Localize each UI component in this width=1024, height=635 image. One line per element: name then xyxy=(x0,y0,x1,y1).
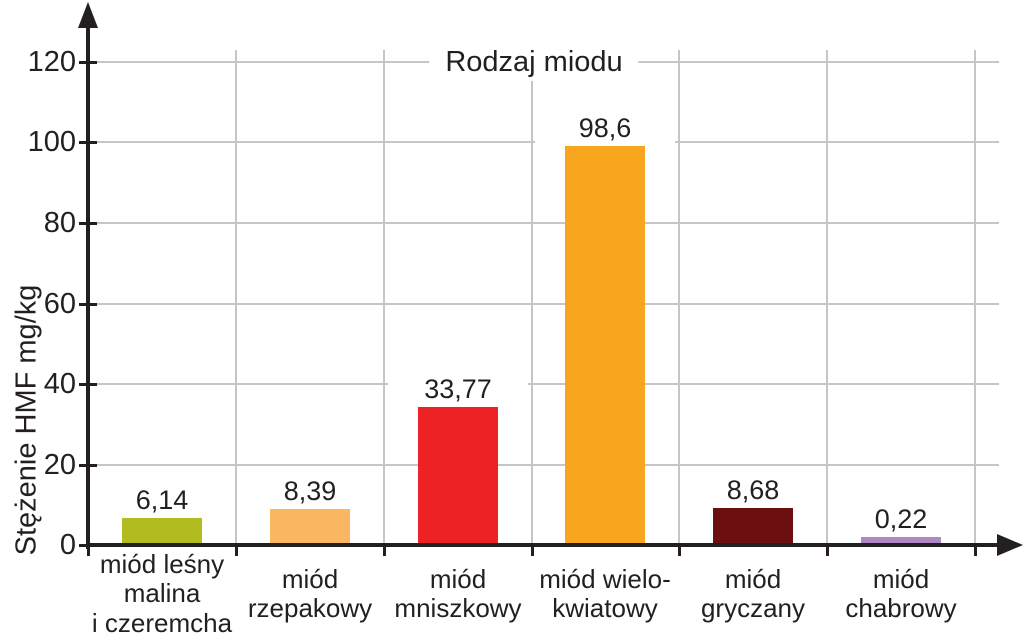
x-axis-tick xyxy=(531,543,534,556)
bar-value-label: 8,39 xyxy=(240,475,380,507)
vertical-gridline xyxy=(383,50,385,545)
bar-value-label: 8,68 xyxy=(683,474,823,506)
y-tick-label: 60 xyxy=(43,288,76,320)
x-axis-tick xyxy=(235,543,238,556)
x-axis-line xyxy=(86,543,1000,547)
y-tick-label: 100 xyxy=(27,126,76,158)
horizontal-gridline xyxy=(88,464,999,466)
y-tick-label: 20 xyxy=(43,449,76,481)
y-tick-label: 0 xyxy=(59,529,76,561)
x-axis-tick xyxy=(383,543,386,556)
horizontal-gridline xyxy=(88,303,999,305)
category-label: miód gryczany xyxy=(700,563,806,623)
y-axis-label: Stężenie HMF mg/kg xyxy=(10,284,43,556)
horizontal-gridline xyxy=(88,222,999,224)
vertical-gridline xyxy=(235,50,237,545)
x-axis-arrowhead xyxy=(997,534,1023,556)
vertical-gridline xyxy=(974,50,976,545)
y-tick-label: 120 xyxy=(27,46,76,78)
bar-value-label: 0,22 xyxy=(831,503,971,535)
y-tick-label: 80 xyxy=(43,207,76,239)
y-axis-line xyxy=(86,24,90,549)
x-axis-tick xyxy=(974,543,977,556)
category-label: miód mniszkowy xyxy=(394,563,522,623)
x-axis-tick xyxy=(678,543,681,556)
category-label: miód chabrowy xyxy=(845,563,957,623)
vertical-gridline xyxy=(826,50,828,545)
bar xyxy=(565,146,645,543)
bar xyxy=(861,537,941,543)
bar xyxy=(270,509,350,543)
bar-value-label: 98,6 xyxy=(535,112,675,144)
bar xyxy=(418,407,498,543)
bar-value-label: 6,14 xyxy=(92,484,232,516)
bar xyxy=(713,508,793,543)
vertical-gridline xyxy=(678,50,680,545)
x-axis-tick xyxy=(87,543,90,556)
bar-value-label: 33,77 xyxy=(388,373,528,405)
x-axis-tick xyxy=(826,543,829,556)
bar xyxy=(122,518,202,543)
category-label: miód rzepakowy xyxy=(247,563,373,623)
chart-title: Rodzaj miodu xyxy=(429,44,639,81)
y-tick-label: 40 xyxy=(43,368,76,400)
y-axis-arrowhead xyxy=(78,2,98,28)
category-label: miód wielo- kwiatowy xyxy=(539,563,671,623)
category-label: miód leśny malina i czeremcha xyxy=(91,548,233,635)
vertical-gridline xyxy=(531,50,533,545)
horizontal-gridline xyxy=(88,383,999,385)
